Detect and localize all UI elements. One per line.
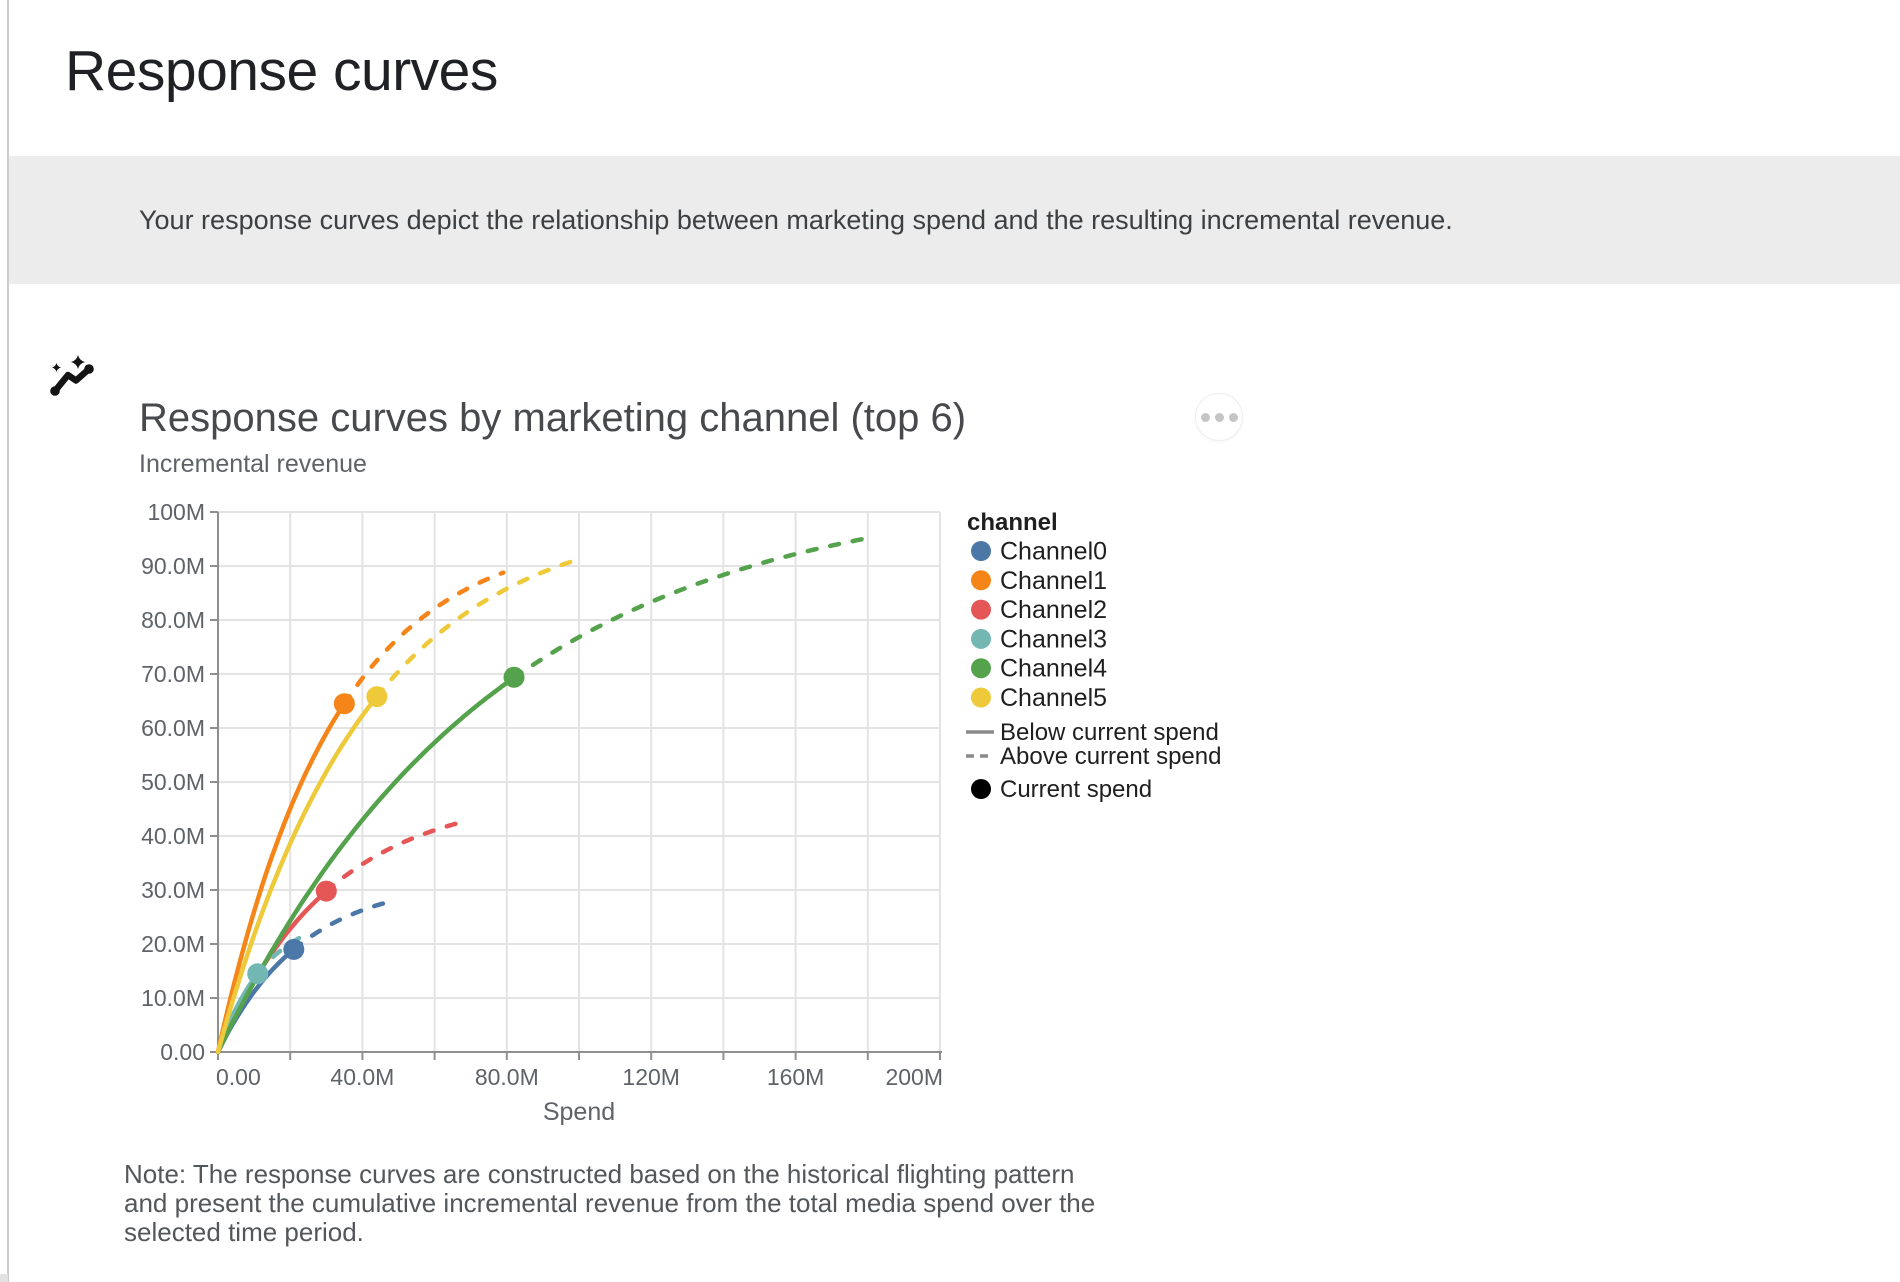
- y-tick-label: 10.0M: [141, 985, 205, 1011]
- insights-sparkline-icon: [50, 355, 94, 396]
- curve-solid-channel4: [215, 675, 517, 1055]
- x-tick-label: 40.0M: [330, 1064, 394, 1090]
- curve-dashed-channel0: [291, 900, 387, 952]
- curve-solid-channel5: [215, 694, 380, 1055]
- curve-dashed-channel5: [374, 559, 575, 699]
- y-tick-label: 90.0M: [141, 553, 205, 579]
- y-tick-label: 70.0M: [141, 661, 205, 687]
- legend-label-channel4: Channel4: [1000, 655, 1107, 683]
- current-spend-point-channel5: [366, 686, 388, 708]
- legend-label-channel0: Channel0: [1000, 538, 1107, 566]
- y-tick-label: 30.0M: [141, 877, 205, 903]
- legend-swatch-channel0: [971, 541, 991, 561]
- legend-swatch-channel5: [971, 687, 991, 708]
- x-tick-label: 0.00: [216, 1064, 261, 1090]
- chart-title: Response curves by marketing channel (to…: [139, 396, 967, 440]
- x-tick-label: 80.0M: [475, 1064, 539, 1090]
- legend-label-channel2: Channel2: [1000, 596, 1107, 624]
- curve-dashed-channel1: [342, 570, 506, 706]
- legend-current-spend-marker: [971, 779, 991, 799]
- legend-label-channel5: Channel5: [1000, 684, 1107, 712]
- legend-label-channel1: Channel1: [1000, 567, 1107, 595]
- more-options-icon: [1214, 412, 1224, 422]
- y-tick-label: 0.00: [160, 1039, 205, 1065]
- current-spend-point-channel2: [315, 880, 337, 902]
- x-tick-label: 200M: [885, 1064, 943, 1090]
- y-tick-label: 50.0M: [141, 769, 205, 795]
- legend-swatch-channel2: [971, 599, 991, 620]
- curve-solid-channel1: [215, 701, 347, 1055]
- y-tick-label: 100M: [147, 499, 205, 525]
- y-tick-label: 60.0M: [141, 715, 205, 741]
- bottom-left-edge: [0, 1274, 8, 1282]
- current-spend-point-channel3: [247, 963, 269, 985]
- chart-note: Note: The response curves are constructe…: [124, 1159, 1096, 1247]
- y-tick-label: 80.0M: [141, 607, 205, 633]
- x-tick-label: 120M: [622, 1064, 680, 1090]
- x-axis-title: Spend: [543, 1098, 615, 1126]
- curve-dashed-channel2: [324, 820, 463, 894]
- current-spend-point-channel0: [283, 938, 305, 960]
- curve-dashed-channel4: [511, 535, 871, 681]
- y-tick-label: 20.0M: [141, 931, 205, 957]
- banner-description: Your response curves depict the relation…: [139, 204, 1453, 235]
- more-options-icon: [1200, 412, 1210, 422]
- chart-y-axis-title: Incremental revenue: [139, 450, 367, 478]
- current-spend-point-channel4: [503, 666, 525, 688]
- legend-label-current-spend: Current spend: [1000, 776, 1152, 803]
- legend-label-channel3: Channel3: [1000, 625, 1107, 653]
- legend-label-dashed: Above current spend: [1000, 743, 1221, 770]
- legend-swatch-channel4: [971, 658, 991, 679]
- legend-label-solid: Below current spend: [1000, 719, 1219, 746]
- page-left-border: [7, 0, 9, 1282]
- x-tick-label: 160M: [767, 1064, 825, 1090]
- insight-banner: Your response curves depict the relation…: [9, 156, 1900, 396]
- chart-menu-button[interactable]: [1195, 393, 1243, 441]
- legend-swatch-channel3: [971, 628, 991, 649]
- legend-swatch-channel1: [971, 570, 991, 591]
- current-spend-point-channel1: [333, 693, 355, 715]
- y-tick-label: 40.0M: [141, 823, 205, 849]
- more-options-icon: [1228, 412, 1238, 422]
- page-title: Response curves: [65, 39, 498, 103]
- legend-title: channel: [967, 509, 1058, 536]
